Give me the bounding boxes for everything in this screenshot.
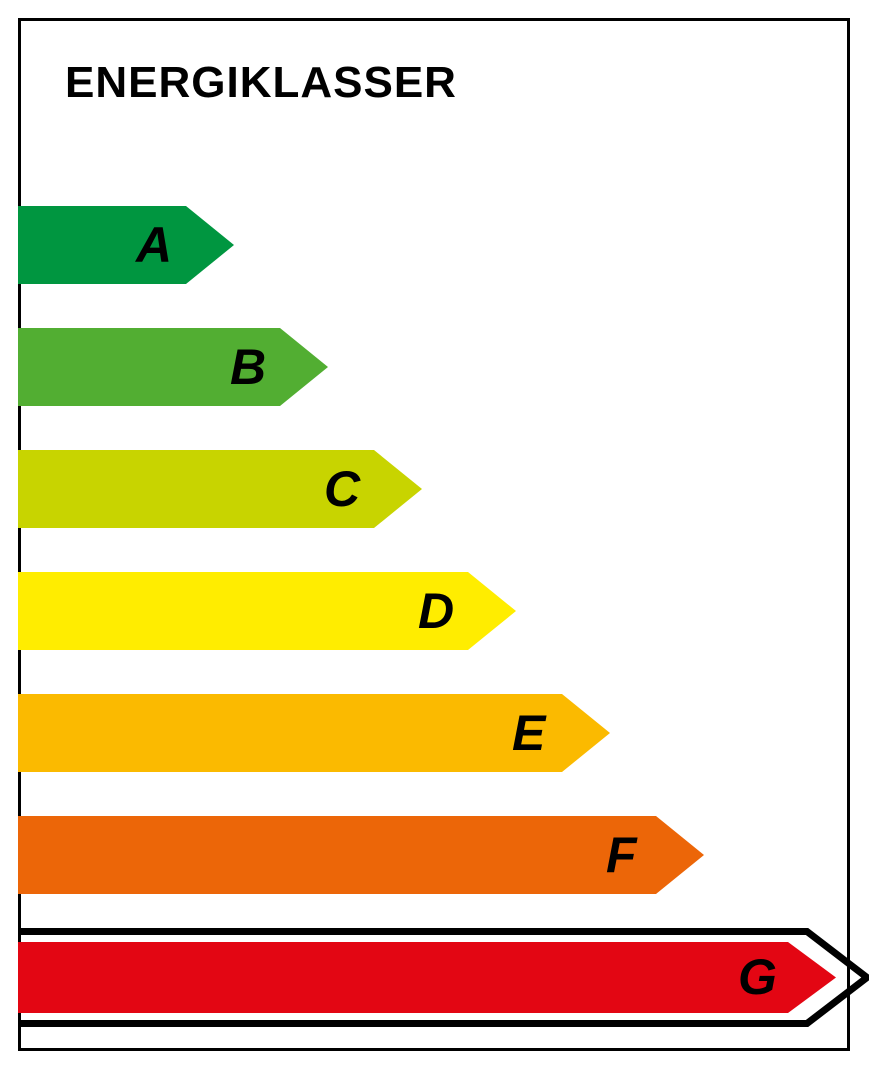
energy-bar-d: D xyxy=(18,572,516,650)
energy-bar-a: A xyxy=(18,206,234,284)
energy-bar-f: F xyxy=(18,816,704,894)
energy-bar-label: B xyxy=(230,338,266,396)
energy-bar-g: G xyxy=(18,928,869,1027)
energy-bar-c: C xyxy=(18,450,422,528)
energy-bar-b: B xyxy=(18,328,328,406)
chart-frame xyxy=(18,18,850,1051)
energy-bar-label: D xyxy=(418,582,454,640)
energy-bar-label: E xyxy=(512,704,545,762)
energy-bar-e: E xyxy=(18,694,610,772)
energy-bar-label: C xyxy=(324,460,360,518)
chart-title: ENERGIKLASSER xyxy=(65,58,457,108)
energy-bar-label: G xyxy=(738,948,777,1006)
energy-bar-label: A xyxy=(136,216,172,274)
energy-bar-label: F xyxy=(606,826,637,884)
